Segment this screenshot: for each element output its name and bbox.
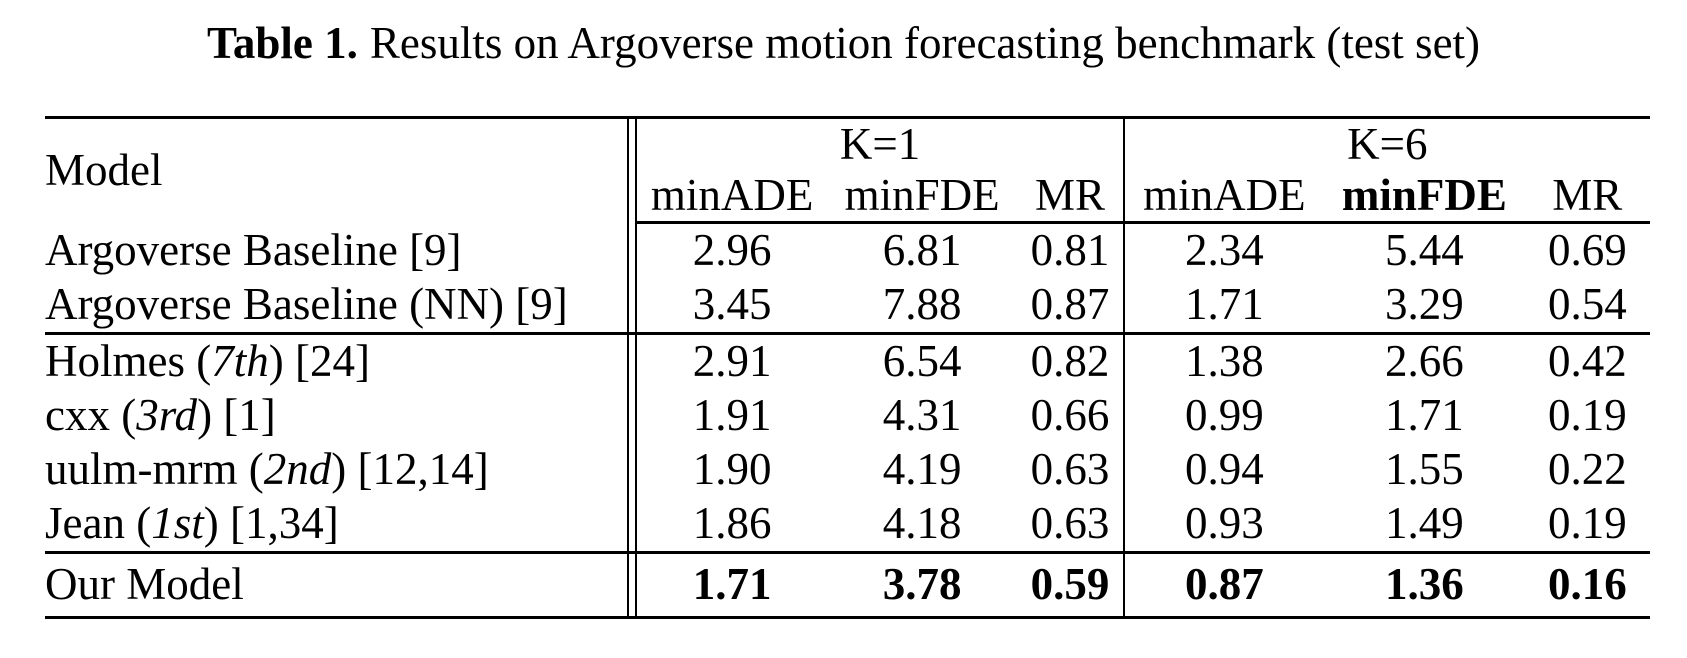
group-header-k6: K=6	[1122, 117, 1650, 171]
k6-minade-value: 1.38	[1122, 333, 1325, 389]
table-row-uulm-mrm: uulm-mrm (2nd) [12,14] 1.90 4.19 0.63 0.…	[45, 443, 1650, 497]
table-caption: Table 1. Results on Argoverse motion fore…	[0, 0, 1687, 70]
k1-mr-value: 0.63	[1030, 444, 1110, 495]
k1-minfde-value: 3.78	[826, 552, 1018, 619]
header-row-groups: Model K=1 K=6	[45, 117, 1650, 223]
table-row-argoverse-baseline: Argoverse Baseline [9] 2.96 6.81 0.81 2.…	[45, 222, 1650, 278]
k6-minfde-value: 1.71	[1385, 390, 1464, 441]
k6-mr-value: 0.42	[1547, 336, 1627, 387]
k6-mr-value: 0.19	[1547, 390, 1627, 441]
model-name: Argoverse Baseline [9]	[45, 224, 462, 275]
k1-minfde-value: 4.18	[826, 497, 1018, 554]
table-caption-text: Results on Argoverse motion forecasting …	[369, 18, 1481, 68]
column-header-k6-minade: minADE	[1122, 171, 1325, 224]
results-table: Model K=1 K=6 minADE minFDE MR minADE mi…	[45, 116, 1650, 619]
k1-mr-value: 0.66	[1030, 390, 1110, 441]
k6-mr-value: 0.69	[1547, 225, 1627, 276]
k1-mr-value: 0.59	[1017, 552, 1124, 619]
table-row-holmes: Holmes (7th) [24] 2.91 6.54 0.82 1.38 2.…	[45, 333, 1650, 389]
k1-mr-value: 0.63	[1017, 497, 1124, 554]
k6-minade-value: 0.93	[1122, 497, 1325, 554]
k6-minfde-value: 1.36	[1324, 552, 1525, 619]
k6-mr-value: 0.22	[1547, 444, 1627, 495]
double-rule-spacer	[627, 497, 638, 554]
double-rule-spacer	[627, 222, 638, 278]
model-name: Jean (1st) [1,34]	[45, 497, 629, 554]
k1-mr-value: 0.87	[1017, 278, 1124, 335]
column-header-k6-mr: MR	[1524, 171, 1650, 224]
k6-minade-value: 1.71	[1122, 278, 1325, 335]
double-rule-spacer	[627, 117, 638, 223]
k6-minade-value: 2.34	[1122, 222, 1325, 278]
k6-mr-value: 0.16	[1524, 552, 1650, 619]
k1-minade-value: 2.91	[692, 336, 772, 387]
double-rule-spacer	[627, 389, 638, 443]
k6-mr-value: 0.19	[1524, 497, 1650, 554]
k1-minfde-value: 6.54	[882, 336, 962, 387]
column-header-k1-minade: minADE	[636, 171, 827, 224]
column-header-k6-minfde: minFDE	[1324, 171, 1525, 224]
k1-mr-value: 0.81	[1030, 225, 1110, 276]
header-row-metrics: minADE minFDE MR minADE minFDE MR	[45, 171, 1650, 224]
k6-minfde-value: 1.55	[1385, 444, 1464, 495]
k1-minade-value: 1.91	[692, 390, 772, 441]
k1-minfde-value: 7.88	[826, 278, 1018, 335]
k1-minade-value: 1.90	[692, 444, 772, 495]
group-header-k1: K=1	[839, 119, 921, 170]
model-name: Holmes (7th) [24]	[45, 336, 370, 387]
model-name: Argoverse Baseline (NN) [9]	[45, 278, 629, 335]
double-rule-spacer	[627, 278, 638, 335]
k6-minade-value: 0.94	[1122, 443, 1325, 497]
k6-minfde-value: 2.66	[1385, 336, 1464, 387]
k1-minfde-value: 4.19	[882, 444, 962, 495]
k1-minade-value: 1.86	[636, 497, 827, 554]
table-caption-label: Table 1.	[206, 18, 358, 68]
column-header-k1-minfde: minFDE	[826, 171, 1018, 224]
k6-minfde-value: 1.49	[1324, 497, 1525, 554]
k1-minade-value: 3.45	[636, 278, 827, 335]
double-rule-spacer	[627, 333, 638, 389]
k6-minade-value: 0.99	[1122, 389, 1325, 443]
k1-minade-value: 2.96	[692, 225, 772, 276]
k1-mr-value: 0.82	[1030, 336, 1110, 387]
k6-minade-value: 0.87	[1122, 552, 1325, 619]
k1-minade-value: 1.71	[636, 552, 827, 619]
model-name: Our Model	[45, 552, 629, 619]
k6-minfde-value: 5.44	[1385, 225, 1464, 276]
double-rule-spacer	[627, 443, 638, 497]
column-header-model: Model	[45, 145, 163, 195]
table-row-cxx: cxx (3rd) [1] 1.91 4.31 0.66 0.99 1.71 0…	[45, 389, 1650, 443]
table-row-jean: Jean (1st) [1,34] 1.86 4.18 0.63 0.93 1.…	[45, 497, 1650, 554]
k6-mr-value: 0.54	[1524, 278, 1650, 335]
k1-minfde-value: 4.31	[882, 390, 962, 441]
model-name: uulm-mrm (2nd) [12,14]	[45, 444, 489, 495]
k1-minfde-value: 6.81	[882, 225, 962, 276]
model-name: cxx (3rd) [1]	[45, 390, 276, 441]
table-row-our-model: Our Model 1.71 3.78 0.59 0.87 1.36 0.16	[45, 552, 1650, 619]
column-header-k1-mr: MR	[1017, 171, 1124, 224]
k6-minfde-value: 3.29	[1324, 278, 1525, 335]
double-rule-spacer	[627, 552, 638, 619]
table-row-argoverse-baseline-nn: Argoverse Baseline (NN) [9] 3.45 7.88 0.…	[45, 278, 1650, 335]
